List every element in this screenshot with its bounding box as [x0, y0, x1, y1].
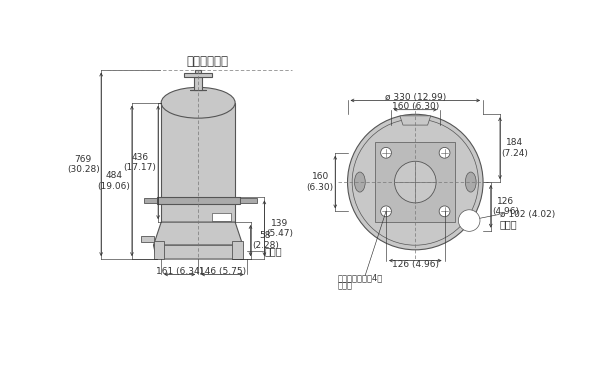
Polygon shape	[161, 103, 235, 222]
Text: ø 330 (12.99): ø 330 (12.99)	[385, 93, 446, 102]
Circle shape	[380, 147, 391, 158]
Circle shape	[439, 206, 450, 217]
Text: 436
(17.17): 436 (17.17)	[124, 153, 157, 172]
Circle shape	[380, 206, 391, 217]
Text: 58
(2.28): 58 (2.28)	[252, 231, 279, 250]
Ellipse shape	[355, 172, 365, 192]
Text: 160
(6.30): 160 (6.30)	[307, 172, 334, 192]
Circle shape	[352, 119, 478, 245]
Circle shape	[347, 114, 483, 250]
Polygon shape	[144, 198, 157, 203]
Ellipse shape	[161, 87, 235, 118]
Polygon shape	[195, 70, 201, 73]
Text: 126 (4.96): 126 (4.96)	[392, 260, 439, 269]
Polygon shape	[154, 245, 243, 259]
Polygon shape	[184, 73, 212, 77]
Circle shape	[458, 210, 480, 231]
Circle shape	[439, 147, 450, 158]
Polygon shape	[154, 241, 164, 259]
Circle shape	[395, 161, 436, 203]
Polygon shape	[141, 236, 154, 242]
Text: 146 (5.75): 146 (5.75)	[199, 267, 246, 276]
Text: 用以安装螺纹的4个: 用以安装螺纹的4个	[338, 273, 383, 282]
Polygon shape	[194, 77, 202, 90]
Text: 进油口: 进油口	[265, 246, 282, 256]
Text: 出油口: 出油口	[500, 219, 518, 230]
Text: 126
(4.96): 126 (4.96)	[493, 196, 519, 216]
Polygon shape	[400, 116, 431, 125]
Polygon shape	[232, 241, 243, 259]
Polygon shape	[240, 198, 257, 203]
Text: 484
(19.06): 484 (19.06)	[98, 171, 130, 190]
Polygon shape	[375, 142, 455, 222]
Polygon shape	[154, 222, 243, 245]
Ellipse shape	[466, 172, 476, 192]
Text: 184
(7.24): 184 (7.24)	[502, 138, 529, 158]
Text: 螺丝孔: 螺丝孔	[338, 281, 353, 290]
Text: 161 (6.34): 161 (6.34)	[156, 267, 203, 276]
Text: 769
(30.28): 769 (30.28)	[67, 154, 100, 174]
Polygon shape	[157, 198, 240, 204]
Text: ø 102 (4.02): ø 102 (4.02)	[500, 210, 555, 219]
Text: 160 (6.30): 160 (6.30)	[392, 102, 439, 111]
Text: 139
(5.47): 139 (5.47)	[266, 219, 293, 238]
Text: 以毫米为单位: 以毫米为单位	[187, 56, 229, 69]
Polygon shape	[212, 213, 230, 220]
